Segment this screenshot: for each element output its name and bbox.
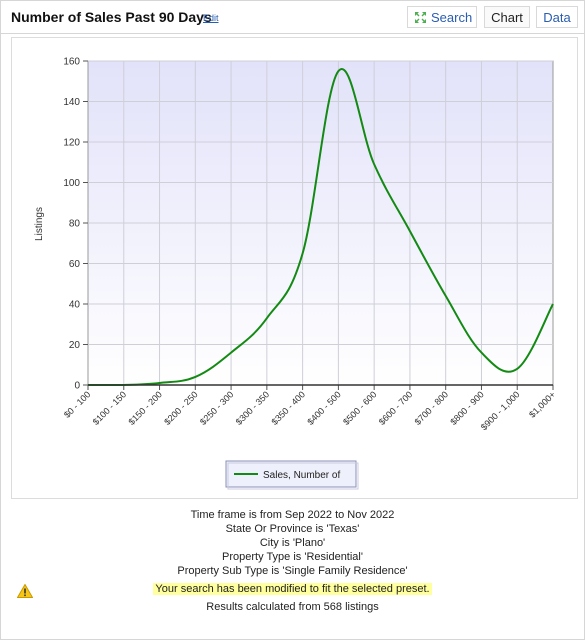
y-axis-label: Listings	[34, 207, 45, 241]
x-tick-label: $100 - 150	[91, 389, 129, 427]
x-tick-label: $1,000+	[527, 389, 557, 419]
search-button-label: Search	[431, 10, 473, 25]
x-tick-label: $150 - 200	[126, 389, 164, 427]
panel-header: Number of Sales Past 90 Days Edit Search…	[1, 1, 584, 34]
x-tick-label: $800 - 900	[448, 389, 486, 427]
x-tick-label: $900 - 1,000	[479, 389, 522, 432]
property-type-text: Property Type is 'Residential'	[222, 551, 363, 563]
x-tick-label: $300 - 350	[234, 389, 272, 427]
x-tick-label: $200 - 250	[162, 389, 200, 427]
warning-icon	[17, 584, 33, 598]
panel-title: Number of Sales Past 90 Days	[11, 9, 212, 25]
edit-link[interactable]: Edit	[203, 13, 219, 23]
x-tick-label: $400 - 500	[305, 389, 343, 427]
series-line-sales	[87, 68, 554, 387]
legend: Sales, Number of	[225, 460, 359, 490]
y-tick-label: 40	[69, 300, 81, 311]
y-tick-label: 20	[69, 340, 81, 351]
x-tick-label: $500 - 600	[341, 389, 379, 427]
state-text: State Or Province is 'Texas'	[225, 523, 360, 535]
tab-data[interactable]: Data	[536, 6, 578, 28]
expand-icon	[415, 12, 426, 23]
chart-container: 0 20 40 60 80 100 120 140 160 $0 - 100 $100 - 150…	[11, 37, 578, 499]
y-tick-label: 60	[69, 259, 81, 270]
preset-warning-text: Your search has been modified to fit the…	[153, 583, 432, 595]
results-count-text: Results calculated from 568 listings	[206, 601, 379, 613]
sales-line-chart: 0 20 40 60 80 100 120 140 160 $0 - 100$100 - 150…	[34, 57, 557, 490]
y-tick-label: 0	[74, 381, 80, 392]
search-button[interactable]: Search	[407, 6, 477, 28]
legend-label: Sales, Number of	[263, 470, 340, 481]
city-text: City is 'Plano'	[259, 537, 326, 549]
x-tick-label: $700 - 800	[413, 389, 451, 427]
search-criteria: Time frame is from Sep 2022 to Nov 2022 …	[1, 508, 584, 614]
x-tick-label: $600 - 700	[377, 389, 415, 427]
x-tick-label: $0 - 100	[62, 389, 92, 419]
y-tick-label: 120	[63, 138, 80, 149]
timeframe-text: Time frame is from Sep 2022 to Nov 2022	[190, 509, 395, 521]
x-tick-label: $250 - 300	[198, 389, 236, 427]
y-tick-label: 80	[69, 219, 81, 230]
y-tick-label: 140	[63, 97, 80, 108]
property-sub-type-text: Property Sub Type is 'Single Family Resi…	[177, 565, 408, 577]
x-tick-label: $350 - 400	[270, 389, 308, 427]
y-tick-label: 160	[63, 57, 80, 68]
tab-chart[interactable]: Chart	[484, 6, 530, 28]
y-tick-label: 100	[63, 178, 80, 189]
